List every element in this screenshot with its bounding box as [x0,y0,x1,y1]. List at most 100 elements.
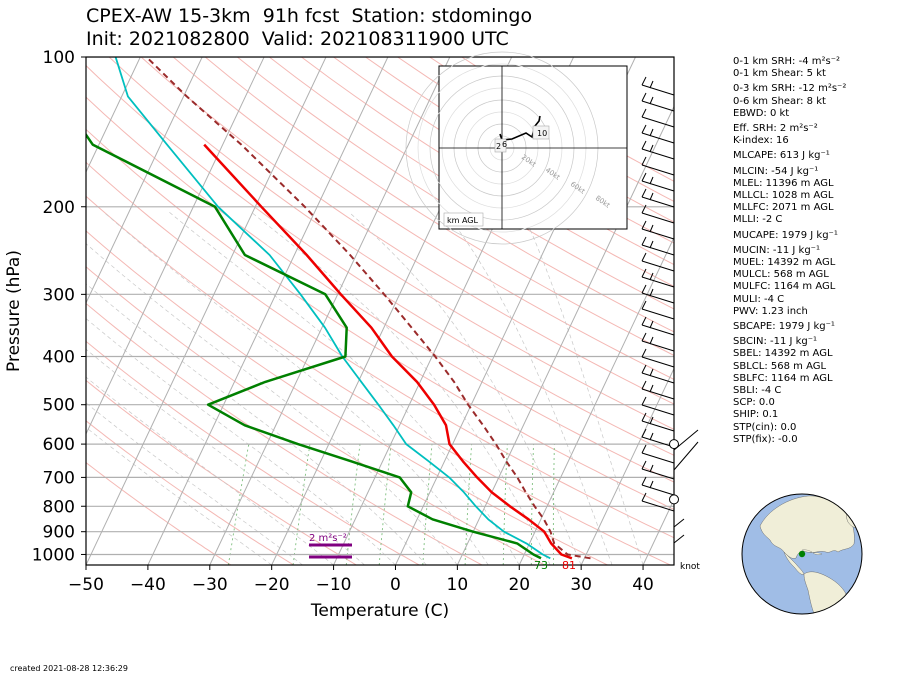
moist-adiabat [86,318,396,565]
wind-barb [641,92,675,112]
chart-title-line1: CPEX-AW 15-3km 91h fcst Station: stdomin… [86,5,533,27]
wind-barb [641,460,675,480]
dry-adiabat [86,96,674,483]
stat-line: MLLFC: 2071 m AGL [733,202,834,214]
hodograph-unit-label: km AGL [447,216,479,225]
x-axis-label: Temperature (C) [310,601,449,621]
y-tick-label: 1000 [32,545,75,565]
dry-adiabat [86,340,421,565]
hodograph-frame [438,65,628,230]
wind-barb [641,76,675,96]
moist-adiabat [250,211,551,565]
wind-barb [641,476,675,496]
stat-line: MLLCL: 1028 m AGL [733,190,834,202]
dry-adiabat [333,57,674,266]
x-tick-label: −30 [192,575,228,595]
wind-barb [673,429,699,451]
wind-barb [641,412,675,432]
stat-line: SBLCL: 568 m AGL [733,360,827,372]
stat-line: MUEL: 14392 m AGL [733,257,836,269]
wind-barb [641,364,675,384]
stat-line: MULI: -4 C [733,293,785,305]
y-tick-label: 500 [43,396,75,416]
stat-line: EBWD: 0 kt [733,107,790,119]
wind-barb [641,348,675,368]
moist-adiabat [103,211,489,565]
wind-barb [673,518,685,528]
stat-line: 0-1 km SRH: -4 m²s⁻² [733,56,840,67]
moist-adiabat [86,243,458,565]
wind-barb [641,204,675,224]
wind-barb [641,332,675,352]
wind-barb [641,444,675,464]
y-tick-label: 900 [43,523,75,543]
x-tick-label: 0 [390,575,401,595]
stat-line: MULCL: 568 m AGL [733,269,829,281]
x-tick-label: −40 [130,575,166,595]
moist-adiabat [86,283,427,565]
isotherm [86,57,141,174]
y-tick-label: 100 [43,48,75,68]
plot-border [85,56,675,566]
dry-adiabat [86,64,674,456]
wind-barb [673,441,699,471]
wind-barb [641,156,675,176]
dry-adiabat [140,57,674,405]
x-tick-label: −50 [68,575,104,595]
x-tick-label: 20 [508,575,530,595]
wind-barb [641,124,675,144]
hodograph-height-10: 10 [537,129,547,138]
wind-barb [641,284,675,304]
x-tick-label: 40 [632,575,654,595]
isotherm [209,57,451,565]
wind-barb [641,236,675,256]
wind-barb [641,300,675,320]
hodograph-height-2: 2 [496,142,501,151]
stat-line: SBEL: 14392 m AGL [733,348,833,360]
locator-globe [741,493,863,615]
isotherm [86,57,203,305]
hodograph-height-box-b [532,125,550,140]
x-tick-label: −10 [316,575,352,595]
wind-barb [641,380,675,400]
globe-land-caribbean [801,549,823,555]
dewpoint-line [86,132,542,560]
wind-barb [641,188,675,208]
mixing-ratio-line [227,444,250,565]
wind-barb [641,220,675,240]
y-tick-label: 800 [43,497,75,517]
moist-adiabat [445,211,613,565]
wind-barb [641,108,675,128]
srh-label: 2 m²s⁻² [309,533,347,544]
wind-barb [641,172,675,192]
moist-adiabat [86,426,272,565]
stat-line: PWV: 1.23 inch [733,305,808,317]
stat-line: SBCIN: -11 J kg⁻¹ [733,336,818,348]
hodograph: 20kt 40kt 60kt 80kt 2 6 10 km AGL [405,51,628,245]
calm-wind-circle [669,494,679,505]
dry-adiabat [172,57,674,380]
stat-line: STP(cin): 0.0 [733,421,797,433]
wind-barb [641,140,675,160]
plot-frame [85,56,675,566]
y-tick-label: 600 [43,435,75,455]
stat-line: MLEL: 11396 m AGL [733,177,834,189]
wind-barb [673,534,685,544]
hodograph-unit-box [443,212,484,227]
stat-line: MLCAPE: 613 J kg⁻¹ [733,150,830,162]
x-tick-label: 10 [447,575,469,595]
y-tick-label: 300 [43,285,75,305]
mixing-ratio-line [552,444,555,565]
stat-line: MLCIN: -54 J kg⁻¹ [733,165,819,177]
isotherm [86,57,327,565]
stat-line: STP(fix): -0.0 [733,433,798,445]
wind-barb [641,252,675,272]
dry-adiabat [86,461,232,565]
y-tick-label: 200 [43,198,75,218]
stats-panel: 0-1 km SRH: -4 m²s⁻² 0-1 km Shear: 5 kt 0-… [733,56,903,446]
stat-line: Eff. SRH: 2 m²s⁻² [733,123,818,135]
knot-label: knot [680,562,700,572]
isotherm [580,367,674,565]
created-timestamp: created 2021-08-28 12:36:29 [10,664,128,673]
